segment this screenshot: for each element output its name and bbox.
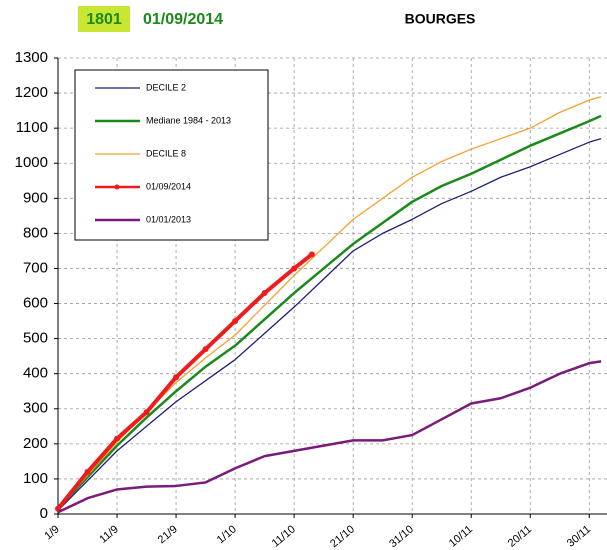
y-tick-label: 1200 <box>15 84 48 101</box>
y-tick-label: 0 <box>40 505 48 522</box>
x-tick-label: 20/11 <box>506 523 534 549</box>
y-tick-label: 600 <box>23 295 48 312</box>
point <box>261 290 268 297</box>
date-label: 01/09/2014 <box>143 11 223 28</box>
point <box>291 265 298 272</box>
badge <box>78 6 130 32</box>
x-tick-label: 1/10 <box>215 523 239 546</box>
series-line <box>57 360 602 514</box>
y-tick-label: 300 <box>23 400 48 417</box>
legend-box <box>74 69 269 241</box>
y-tick-label: 200 <box>23 435 48 452</box>
point <box>143 409 150 416</box>
point <box>114 435 121 442</box>
y-tick-label: 1000 <box>15 154 48 171</box>
legend-label: 01/09/2014 <box>146 181 191 191</box>
point <box>84 468 91 475</box>
x-tick-label: 10/11 <box>447 523 475 549</box>
x-tick-label: 1/9 <box>42 523 61 542</box>
legend-label: 01/01/2013 <box>146 214 191 224</box>
y-tick-label: 1300 <box>15 49 48 66</box>
point <box>202 346 209 353</box>
legend-label: DECILE 8 <box>146 148 186 158</box>
y-tick-label: 500 <box>23 330 48 347</box>
legend-label: DECILE 2 <box>146 82 186 92</box>
x-tick-label: 11/10 <box>270 523 298 549</box>
y-tick-label: 800 <box>23 224 48 241</box>
point <box>173 374 180 381</box>
x-tick-label: 11/9 <box>97 523 120 545</box>
series-line <box>56 252 314 510</box>
chart-title: BOURGES <box>405 11 476 27</box>
y-tick-label: 1100 <box>16 119 48 136</box>
point <box>232 318 239 325</box>
y-tick-label: 900 <box>23 189 48 206</box>
x-tick-label: 21/10 <box>328 523 357 550</box>
y-tick-label: 400 <box>23 365 48 382</box>
point <box>308 251 315 258</box>
x-tick-label: 21/9 <box>156 523 180 546</box>
legend-marker <box>114 184 120 190</box>
x-tick-label: 31/10 <box>387 523 416 550</box>
legend-label: Mediane 1984 - 2013 <box>146 115 231 125</box>
y-tick-label: 700 <box>23 259 48 276</box>
series-line <box>57 114 602 510</box>
y-tick-label: 100 <box>23 470 48 487</box>
series-line <box>57 138 602 511</box>
station-code: 1801 <box>86 11 122 28</box>
x-tick-label: 30/11 <box>565 523 593 549</box>
